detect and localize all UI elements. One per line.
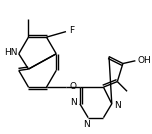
Text: N: N xyxy=(115,101,121,110)
Text: HN: HN xyxy=(4,48,17,57)
Text: O: O xyxy=(69,82,76,91)
Text: F: F xyxy=(69,26,74,35)
Text: OH: OH xyxy=(137,56,151,65)
Text: N: N xyxy=(70,98,77,107)
Text: N: N xyxy=(83,120,90,129)
